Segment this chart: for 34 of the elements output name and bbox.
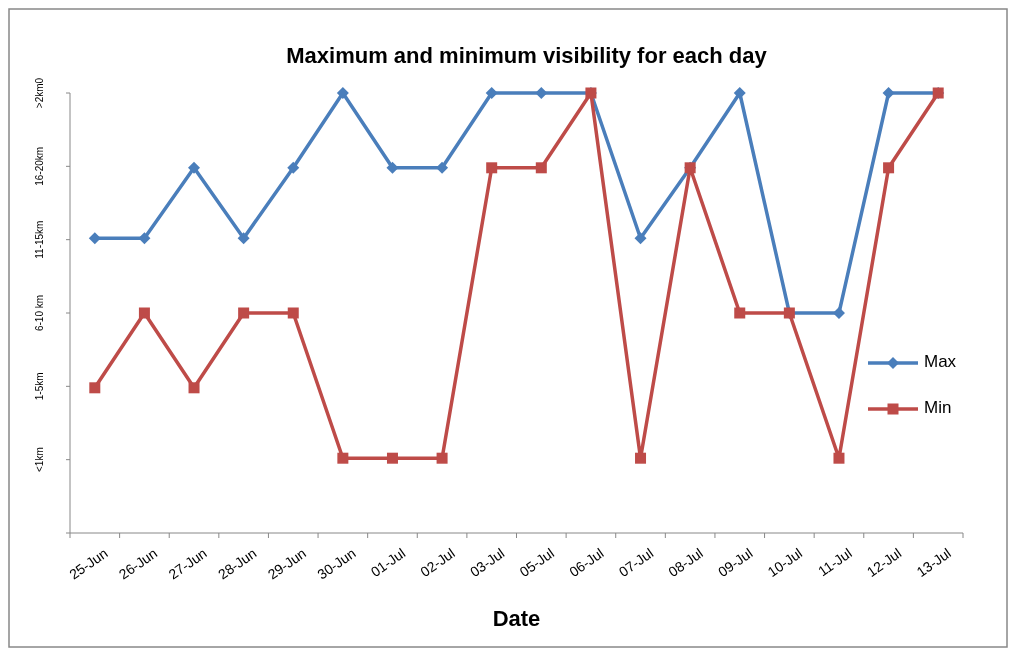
- text: 6-10 km: [33, 294, 45, 332]
- text: 11-15km: [33, 220, 45, 259]
- text: >2km0: [33, 77, 45, 109]
- point: [436, 452, 448, 464]
- point: [287, 161, 300, 174]
- point: [188, 382, 200, 394]
- point: [535, 162, 547, 174]
- legend-label: Min: [924, 398, 952, 418]
- point: [138, 307, 150, 319]
- point: [89, 382, 101, 394]
- point: [883, 162, 895, 174]
- chart-title: Maximum and minimum visibility for each day: [286, 43, 768, 68]
- point: [88, 232, 101, 245]
- point: [833, 452, 845, 464]
- point: [287, 307, 299, 319]
- point: [485, 87, 498, 99]
- point: [337, 452, 349, 464]
- point: [238, 307, 250, 319]
- text: 1-5km: [33, 372, 45, 401]
- point: [436, 161, 449, 174]
- point: [188, 161, 201, 174]
- point: [237, 232, 250, 245]
- text: 16-20km: [33, 146, 45, 186]
- text: <1km: [33, 447, 45, 473]
- legend-label: Max: [924, 352, 957, 372]
- point: [734, 307, 746, 319]
- point: [336, 87, 349, 99]
- point: [386, 452, 398, 464]
- x-axis-title: Date: [492, 606, 541, 631]
- point: [486, 162, 498, 174]
- point: [634, 232, 647, 245]
- point: [882, 87, 895, 99]
- point: [733, 87, 746, 99]
- point: [635, 452, 647, 464]
